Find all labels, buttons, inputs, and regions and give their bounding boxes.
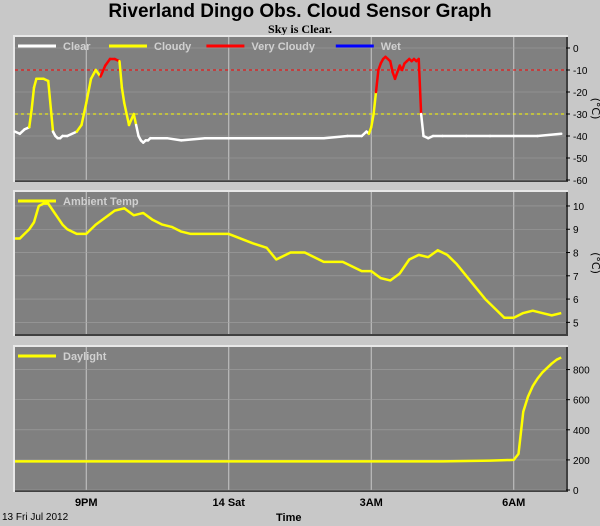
data-segment-cloud-22 — [104, 57, 112, 67]
y-tick-label-daylight-3: 600 — [573, 396, 590, 407]
data-segment-cloud-30 — [134, 123, 140, 138]
x-tick-label-0: 9PM — [75, 497, 98, 509]
data-segment-cloud-46 — [322, 134, 349, 140]
y-tick-label-cloud-0: 0 — [573, 44, 579, 55]
plot-area-cloud — [15, 37, 566, 180]
x-tick-label-1: 14 Sat — [213, 497, 246, 509]
x-axis-title: Time — [276, 512, 302, 524]
y-tick-label-daylight-0: 0 — [573, 486, 579, 497]
y-axis-unit-ambient: (°C) — [589, 252, 600, 274]
x-tick-label-2: 3AM — [360, 497, 383, 509]
y-tick-label-ambient-2: 7 — [573, 272, 579, 283]
y-tick-label-cloud-2: -20 — [573, 88, 588, 99]
data-segment-cloud-15 — [66, 130, 78, 138]
series-line-daylight-0 — [15, 356, 562, 463]
data-segment-cloud-71 — [417, 57, 423, 116]
data-segment-cloud-16 — [75, 123, 83, 133]
data-segment-cloud-27 — [123, 101, 131, 127]
data-segment-cloud-59 — [389, 59, 394, 74]
data-segment-cloud-5 — [32, 77, 38, 89]
y-axis-unit-cloud: (°C) — [589, 98, 600, 120]
y-tick-label-cloud-6: -60 — [573, 176, 588, 187]
y-tick-label-cloud-1: -10 — [573, 66, 588, 77]
y-tick-label-cloud-3: -30 — [573, 110, 588, 121]
y-tick-label-ambient-5: 10 — [573, 202, 585, 213]
legend-label-cloud-1: Cloudy — [154, 41, 192, 53]
sky-status: Sky is Clear. — [268, 22, 332, 36]
data-segment-cloud-39 — [165, 136, 183, 142]
date-label: 13 Fri Jul 2012 — [2, 512, 69, 523]
data-segment-cloud-4 — [30, 86, 36, 111]
plot-area-daylight — [15, 347, 566, 490]
legend-label-ambient-0: Ambient Temp — [63, 196, 139, 208]
data-segment-cloud-80 — [536, 132, 563, 138]
data-segment-cloud-29 — [132, 112, 138, 127]
x-tick-label-3: 6AM — [502, 497, 525, 509]
plot-area-ambient — [15, 192, 566, 334]
y-tick-label-ambient-4: 9 — [573, 225, 579, 236]
y-tick-label-ambient-1: 6 — [573, 295, 579, 306]
y-tick-label-daylight-1: 200 — [573, 456, 590, 467]
data-segment-cloud-40 — [180, 136, 207, 142]
data-segment-cloud-18 — [85, 77, 93, 105]
legend-label-cloud-3: Wet — [381, 41, 401, 53]
data-segment-cloud-17 — [80, 101, 88, 127]
y-tick-label-cloud-4: -40 — [573, 132, 588, 143]
data-segment-cloud-21 — [99, 64, 107, 78]
legend-label-cloud-2: Very Cloudy — [251, 41, 315, 53]
data-segment-cloud-19 — [89, 68, 97, 81]
data-segment-cloud-25 — [118, 59, 124, 89]
legend-label-daylight-0: Daylight — [63, 351, 107, 363]
y-tick-label-cloud-5: -50 — [573, 154, 588, 165]
y-tick-label-ambient-3: 8 — [573, 249, 579, 260]
y-tick-label-daylight-4: 800 — [573, 366, 590, 377]
page-title: Riverland Dingo Obs. Cloud Sensor Graph — [108, 1, 492, 22]
data-segment-cloud-9 — [47, 79, 55, 133]
data-segment-cloud-72 — [419, 112, 425, 138]
y-tick-label-ambient-0: 5 — [573, 318, 579, 329]
data-segment-cloud-26 — [120, 86, 126, 105]
legend-label-cloud-0: Clear — [63, 41, 91, 53]
data-segment-cloud-51 — [370, 112, 375, 129]
series-line-ambient-0 — [15, 202, 562, 319]
y-tick-label-daylight-2: 400 — [573, 426, 590, 437]
data-segment-cloud-3 — [28, 108, 33, 129]
data-segment-cloud-52 — [372, 90, 378, 116]
data-segment-cloud-53 — [374, 68, 380, 94]
